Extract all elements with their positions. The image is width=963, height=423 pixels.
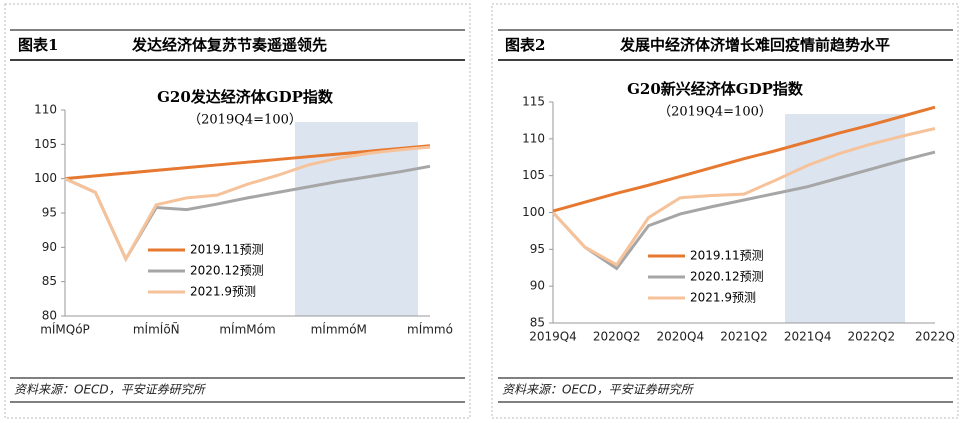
y-tick-label: 95: [42, 206, 57, 220]
y-tick-label: 105: [522, 168, 545, 182]
figure-label: 图表2: [505, 36, 545, 54]
y-tick-label: 90: [42, 240, 57, 254]
chart-subtitle: （2019Q4=100）: [658, 105, 772, 120]
y-tick-label: 80: [42, 309, 57, 323]
legend-label: 2021.9预测: [190, 285, 256, 299]
y-tick-label: 85: [42, 274, 57, 288]
legend-label: 2021.9预测: [690, 291, 756, 305]
legend-label: 2020.12预测: [190, 264, 264, 278]
x-tick-label: mÍmÍõÑ: [133, 322, 180, 337]
y-tick-label: 85: [530, 316, 545, 330]
panel-border: [491, 3, 959, 419]
x-tick-label: 2022Q: [915, 330, 955, 344]
x-tick-label: mÍmmó: [407, 322, 453, 337]
x-tick-label: mÍmMóm: [219, 322, 275, 337]
y-tick-label: 100: [522, 205, 545, 219]
y-tick-label: 110: [34, 103, 57, 117]
figure-title: 发达经济体复苏节奏遥遥领先: [131, 36, 327, 54]
x-tick-label: mÍmmóM: [311, 322, 367, 337]
y-tick-label: 90: [530, 279, 545, 293]
y-tick-label: 100: [34, 171, 57, 185]
x-tick-label: mÍMQóP: [40, 322, 90, 337]
series-line: [64, 144, 431, 181]
panel-border: [4, 3, 471, 419]
x-tick-label: 2020Q2: [593, 330, 641, 344]
x-tick-label: 2019Q4: [529, 330, 577, 344]
source: 资料来源：OECD，平安证券研究所: [14, 383, 207, 397]
x-tick-label: 2021Q2: [720, 330, 768, 344]
series-line: [552, 105, 936, 213]
legend-label: 2020.12预测: [690, 270, 764, 284]
y-tick-label: 115: [522, 95, 545, 109]
x-tick-label: 2020Q4: [657, 330, 705, 344]
figure-title: 发展中经济体济增长难回疫情前趋势水平: [619, 36, 890, 54]
forecast-shade: [785, 114, 905, 323]
source: 资料来源：OECD，平安证券研究所: [502, 383, 695, 397]
series-line: [551, 150, 936, 271]
x-tick-label: 2021Q4: [784, 330, 832, 344]
x-tick-label: 2022Q2: [848, 330, 896, 344]
figure-label: 图表1: [18, 36, 58, 54]
chart-title: G20新兴经济体GDP指数: [627, 80, 804, 98]
chart-title: G20发达经济体GDP指数: [157, 88, 334, 106]
legend-label: 2019.11预测: [190, 243, 264, 257]
series-line: [551, 127, 936, 267]
legend-label: 2019.11预测: [690, 249, 764, 263]
series-line: [64, 145, 431, 263]
y-tick-label: 105: [34, 137, 57, 151]
chart-subtitle: （2019Q4=100）: [188, 113, 302, 128]
y-tick-label: 95: [530, 242, 545, 256]
y-tick-label: 110: [522, 131, 545, 145]
